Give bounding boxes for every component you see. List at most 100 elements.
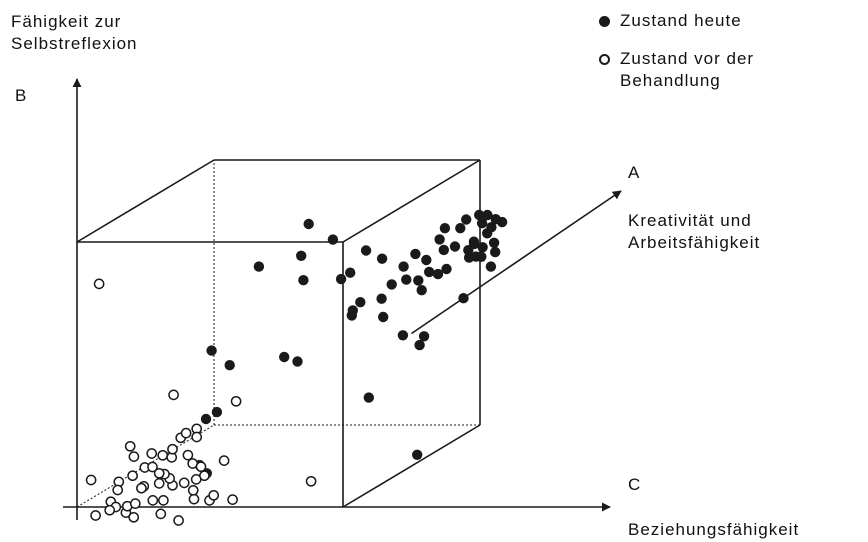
point-before-30 <box>85 474 97 486</box>
point-before-13 <box>182 449 194 461</box>
point-before-43 <box>136 482 147 494</box>
point-today-57 <box>363 392 374 403</box>
legend-label-today: Zustand heute <box>620 10 742 32</box>
point-today-36 <box>482 228 493 239</box>
cube-edge-4 <box>342 424 481 508</box>
point-today-6 <box>360 245 372 256</box>
point-today-16 <box>398 261 409 272</box>
legend-label-today-line-1: Zustand heute <box>620 11 742 30</box>
point-today-18 <box>413 275 424 286</box>
point-today-24 <box>438 244 449 256</box>
point-today-31 <box>476 218 488 229</box>
axis-letter-b: B <box>15 86 28 105</box>
axes <box>63 78 622 520</box>
point-today-8 <box>355 297 366 308</box>
point-before-6 <box>180 427 192 439</box>
point-before-5 <box>191 431 203 443</box>
point-today-44 <box>485 261 497 272</box>
y-axis-title-line-1: Fähigkeit zur <box>11 12 122 31</box>
point-before-39 <box>173 515 184 526</box>
point-today-54 <box>206 345 217 356</box>
point-before-36 <box>104 504 116 516</box>
point-before-2 <box>230 395 242 407</box>
point-today-17 <box>410 248 421 260</box>
point-before-44 <box>188 493 200 505</box>
point-today-23 <box>441 263 452 275</box>
point-today-32 <box>482 209 493 221</box>
point-today-0 <box>253 261 265 272</box>
point-before-10 <box>157 449 169 461</box>
point-today-53 <box>224 360 235 371</box>
point-today-48 <box>418 331 430 342</box>
point-before-23 <box>147 461 158 473</box>
point-before-47 <box>208 489 220 501</box>
point-today-19 <box>416 285 427 296</box>
point-today-30 <box>474 209 485 221</box>
point-today-22 <box>432 268 444 280</box>
data-points <box>85 209 508 526</box>
y-axis-title-line-2: Selbstreflexion <box>11 34 138 53</box>
point-today-51 <box>279 351 290 363</box>
cube-frame <box>76 159 481 508</box>
point-today-4 <box>327 234 339 245</box>
point-before-42 <box>128 511 140 523</box>
point-before-38 <box>155 508 167 520</box>
point-today-29 <box>461 214 472 225</box>
point-before-49 <box>227 494 238 505</box>
y-axis-title: Fähigkeit zur Selbstreflexion <box>11 11 138 55</box>
point-today-20 <box>421 254 432 266</box>
point-today-15 <box>376 253 388 264</box>
point-today-2 <box>303 218 314 230</box>
point-today-37 <box>488 237 500 248</box>
point-before-40 <box>158 495 169 506</box>
legend-label-before-line-1: Zustand vor der <box>620 49 755 68</box>
filled-dot-icon <box>599 16 610 27</box>
axis-a-label-line-1: Kreativität und <box>628 211 752 230</box>
point-today-47 <box>458 293 469 304</box>
point-before-50 <box>305 475 317 487</box>
point-before-25 <box>153 478 165 489</box>
point-today-39 <box>477 242 488 253</box>
legend-label-before-line-2: Behandlung <box>620 71 721 90</box>
point-today-21 <box>424 266 435 278</box>
point-today-50 <box>414 339 425 351</box>
point-today-5 <box>335 273 347 285</box>
point-today-55 <box>211 406 223 418</box>
point-today-27 <box>439 223 451 234</box>
point-before-9 <box>146 448 158 459</box>
point-today-46 <box>463 252 475 263</box>
hidden-edge-0 <box>76 424 215 508</box>
point-today-28 <box>455 223 466 234</box>
cube-edge-2 <box>76 159 215 243</box>
point-today-43 <box>468 236 480 247</box>
point-today-38 <box>490 246 501 258</box>
axis-letter-a: A <box>628 163 641 182</box>
point-today-25 <box>434 234 445 245</box>
point-before-41 <box>147 495 159 506</box>
axis-a-label: Kreativität und Arbeitsfähigkeit <box>628 210 760 254</box>
point-before-45 <box>187 484 199 496</box>
point-today-1 <box>296 250 307 261</box>
point-today-11 <box>376 293 387 304</box>
point-before-48 <box>218 455 230 466</box>
point-today-34 <box>496 216 508 228</box>
cube-edge-3 <box>342 159 481 243</box>
point-before-18 <box>178 477 190 489</box>
point-before-35 <box>129 498 141 509</box>
point-before-24 <box>153 467 165 479</box>
hollow-dot-icon <box>599 54 610 65</box>
axis-letter-c: C <box>628 475 642 494</box>
point-before-15 <box>195 461 207 473</box>
point-before-8 <box>128 451 140 462</box>
point-today-52 <box>292 356 303 367</box>
point-today-7 <box>345 267 356 278</box>
point-today-49 <box>397 330 409 341</box>
point-before-7 <box>124 440 136 452</box>
point-before-37 <box>90 510 101 521</box>
axis-c-label: Beziehungsfähigkeit <box>628 520 800 539</box>
legend-label-before-treatment: Zustand vor der Behandlung <box>620 48 754 92</box>
point-today-13 <box>386 279 397 290</box>
legend-item-today: Zustand heute <box>599 10 742 32</box>
point-before-17 <box>190 474 202 485</box>
legend-item-before-treatment: Zustand vor der Behandlung <box>599 48 754 92</box>
